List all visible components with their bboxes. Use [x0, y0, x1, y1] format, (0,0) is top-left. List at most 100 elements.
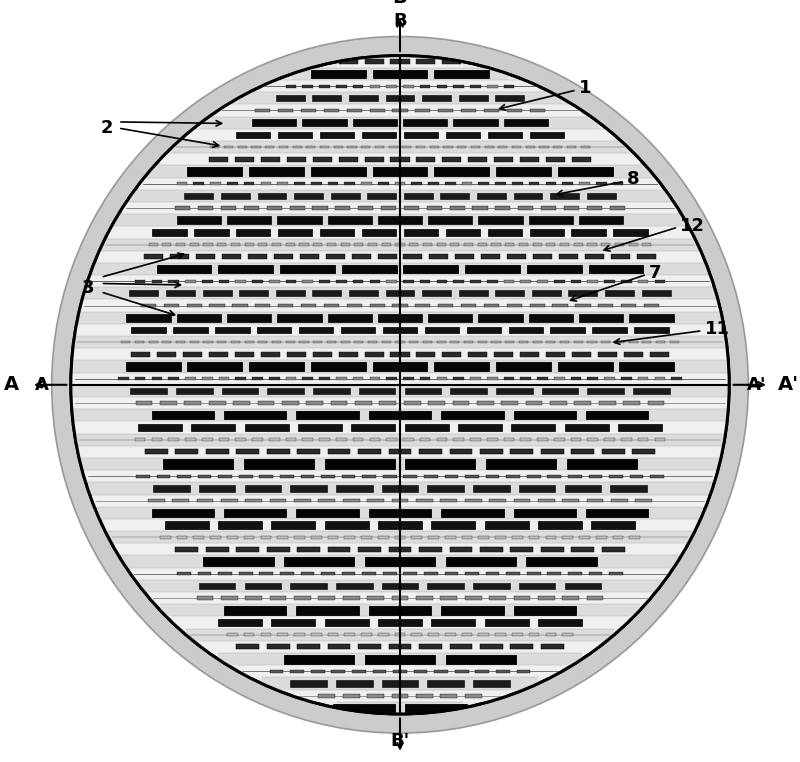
Bar	[97, 507, 703, 519]
Bar	[445, 633, 456, 636]
Bar	[87, 482, 713, 495]
Bar	[564, 207, 579, 210]
Bar	[221, 597, 238, 600]
Bar	[172, 616, 628, 629]
Bar	[629, 243, 638, 246]
Circle shape	[71, 56, 729, 714]
Bar	[568, 572, 582, 575]
Bar	[526, 146, 535, 149]
Bar	[296, 509, 359, 517]
Bar	[342, 572, 355, 575]
Bar	[533, 341, 542, 344]
Bar	[602, 547, 625, 552]
Bar	[168, 438, 179, 441]
Bar	[403, 377, 414, 380]
Bar	[164, 304, 179, 307]
Bar	[473, 680, 510, 687]
Bar	[405, 424, 449, 431]
Bar	[151, 438, 162, 441]
Bar	[614, 229, 648, 235]
Bar	[365, 59, 384, 64]
Bar	[74, 421, 726, 434]
Bar	[186, 629, 614, 641]
Bar	[270, 499, 286, 502]
Bar	[177, 572, 191, 575]
Bar	[633, 388, 670, 394]
Bar	[246, 499, 262, 502]
Bar	[610, 207, 625, 210]
Bar	[529, 182, 539, 185]
Bar	[290, 670, 304, 673]
Bar	[71, 360, 729, 373]
Bar	[574, 402, 591, 405]
Bar	[586, 597, 603, 600]
Bar	[239, 290, 268, 296]
Bar	[488, 229, 522, 235]
Bar	[392, 499, 408, 502]
Bar	[378, 314, 422, 322]
Bar	[145, 450, 167, 454]
Bar	[465, 597, 482, 600]
Bar	[559, 255, 578, 259]
Bar	[378, 216, 422, 224]
Bar	[286, 438, 296, 441]
Bar	[462, 633, 472, 636]
Text: A': A'	[747, 376, 766, 394]
Bar	[221, 193, 250, 199]
Bar	[378, 619, 422, 626]
Bar	[302, 377, 313, 380]
Bar	[370, 304, 385, 307]
Bar	[487, 377, 498, 380]
Bar	[349, 290, 378, 296]
Bar	[403, 119, 447, 126]
Bar	[367, 499, 384, 502]
Bar	[358, 207, 374, 210]
Bar	[382, 680, 418, 687]
Bar	[538, 521, 582, 529]
Bar	[586, 509, 649, 517]
Bar	[403, 280, 414, 283]
Bar	[621, 280, 632, 283]
Bar	[565, 424, 609, 431]
Bar	[370, 377, 380, 380]
Bar	[218, 104, 582, 117]
Bar	[567, 146, 576, 149]
Bar	[313, 243, 322, 246]
Bar	[162, 243, 171, 246]
Bar	[403, 264, 458, 274]
Bar	[198, 475, 211, 478]
Bar	[383, 475, 397, 478]
Bar	[403, 85, 414, 88]
Circle shape	[71, 56, 729, 714]
Bar	[157, 264, 211, 274]
Bar	[585, 255, 604, 259]
Bar	[126, 362, 181, 371]
Bar	[336, 485, 373, 491]
Bar	[244, 536, 254, 539]
Bar	[294, 633, 305, 636]
Bar	[428, 216, 472, 224]
Bar	[255, 109, 270, 112]
Bar	[491, 341, 501, 344]
Bar	[514, 499, 530, 502]
Bar	[406, 459, 475, 469]
Bar	[538, 499, 554, 502]
Bar	[131, 352, 150, 357]
Bar	[118, 377, 129, 380]
Bar	[227, 182, 238, 185]
Bar	[530, 132, 564, 138]
Bar	[596, 182, 606, 185]
Bar	[272, 243, 281, 246]
Bar	[445, 182, 456, 185]
Bar	[546, 633, 556, 636]
Bar	[311, 633, 322, 636]
Bar	[562, 597, 579, 600]
Bar	[362, 229, 396, 235]
Bar	[546, 243, 555, 246]
Bar	[266, 207, 282, 210]
Bar	[170, 255, 190, 259]
Bar	[404, 193, 433, 199]
Bar	[272, 341, 281, 344]
Bar	[280, 264, 335, 274]
Bar	[379, 402, 396, 405]
